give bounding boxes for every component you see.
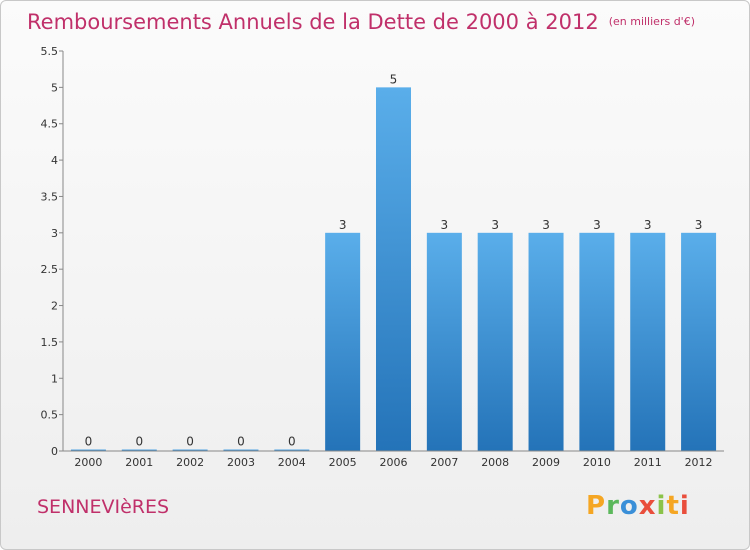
bar-2012 <box>681 232 717 451</box>
bar-2004 <box>274 449 310 451</box>
data-label-2002: 0 <box>186 435 194 449</box>
bar-2003 <box>223 449 259 451</box>
logo-letter: t <box>666 491 680 521</box>
chart-title: Remboursements Annuels de la Dette de 20… <box>27 10 695 34</box>
x-tick-label-2008: 2008 <box>481 456 509 469</box>
bar-2002 <box>172 449 208 451</box>
y-tick-label: 3.5 <box>41 190 59 203</box>
logo-letter: x <box>638 491 657 521</box>
x-tick-label-2005: 2005 <box>329 456 357 469</box>
y-tick-label: 0 <box>51 445 58 458</box>
x-tick-label-2002: 2002 <box>176 456 204 469</box>
bar-2005 <box>325 232 361 451</box>
x-tick-label-2001: 2001 <box>125 456 153 469</box>
bar-2010 <box>579 232 615 451</box>
y-tick-label: 1 <box>51 372 58 385</box>
bars: 0 0 0 0 0 3 5 3 3 3 3 3 3 <box>70 72 717 451</box>
data-label-2006: 5 <box>390 72 398 86</box>
bar-2001 <box>121 449 157 451</box>
data-label-2009: 3 <box>542 218 550 232</box>
data-label-2010: 3 <box>593 218 601 232</box>
logo-letter: i <box>679 491 690 521</box>
commune-name: SENNEVIèRES <box>37 496 170 518</box>
bar-2007 <box>426 232 462 451</box>
data-label-2004: 0 <box>288 435 296 449</box>
y-tick-label: 1.5 <box>41 336 59 349</box>
data-label-2005: 3 <box>339 218 347 232</box>
y-axis: 0 0.5 1 1.5 2 2.5 3 3.5 4 4.5 5 5.5 <box>41 45 64 458</box>
data-label-2000: 0 <box>85 435 93 449</box>
x-tick-label-2003: 2003 <box>227 456 255 469</box>
data-label-2003: 0 <box>237 435 245 449</box>
y-tick-label: 5.5 <box>41 45 59 58</box>
x-tick-label-2012: 2012 <box>685 456 713 469</box>
logo-letter: i <box>656 491 667 521</box>
x-axis: 2000 2001 2002 2003 2004 2005 2006 2007 2008 2009… <box>63 450 724 469</box>
y-tick-label: 3 <box>51 227 58 240</box>
x-tick-label-2006: 2006 <box>380 456 408 469</box>
data-label-2011: 3 <box>644 218 652 232</box>
x-tick-label-2000: 2000 <box>74 456 102 469</box>
bar-2006 <box>376 87 411 451</box>
bar-2009 <box>528 232 564 451</box>
title-text: Remboursements Annuels de la Dette de 20… <box>27 10 599 34</box>
data-label-2008: 3 <box>491 218 499 232</box>
data-label-2001: 0 <box>135 435 143 449</box>
logo-letter: o <box>619 491 639 521</box>
y-tick-label: 2 <box>51 300 58 313</box>
bar-2011 <box>630 232 666 451</box>
x-tick-label-2009: 2009 <box>532 456 560 469</box>
logo-letter: P <box>586 491 607 521</box>
proxiti-logo: Proxiti <box>586 491 690 521</box>
x-tick-label-2011: 2011 <box>634 456 662 469</box>
x-tick-label-2004: 2004 <box>278 456 306 469</box>
y-tick-label: 4 <box>51 154 58 167</box>
bar-2008 <box>477 232 513 451</box>
x-tick-label-2010: 2010 <box>583 456 611 469</box>
y-tick-label: 2.5 <box>41 263 59 276</box>
y-tick-label: 5 <box>51 81 58 94</box>
y-tick-label: 0.5 <box>41 409 59 422</box>
logo-letter: r <box>606 491 620 521</box>
unit-label: (en milliers d'€) <box>608 15 695 28</box>
data-label-2007: 3 <box>441 218 449 232</box>
y-tick-label: 4.5 <box>41 118 59 131</box>
x-tick-label-2007: 2007 <box>430 456 458 469</box>
bar-2000 <box>70 449 106 451</box>
data-label-2012: 3 <box>695 218 703 232</box>
